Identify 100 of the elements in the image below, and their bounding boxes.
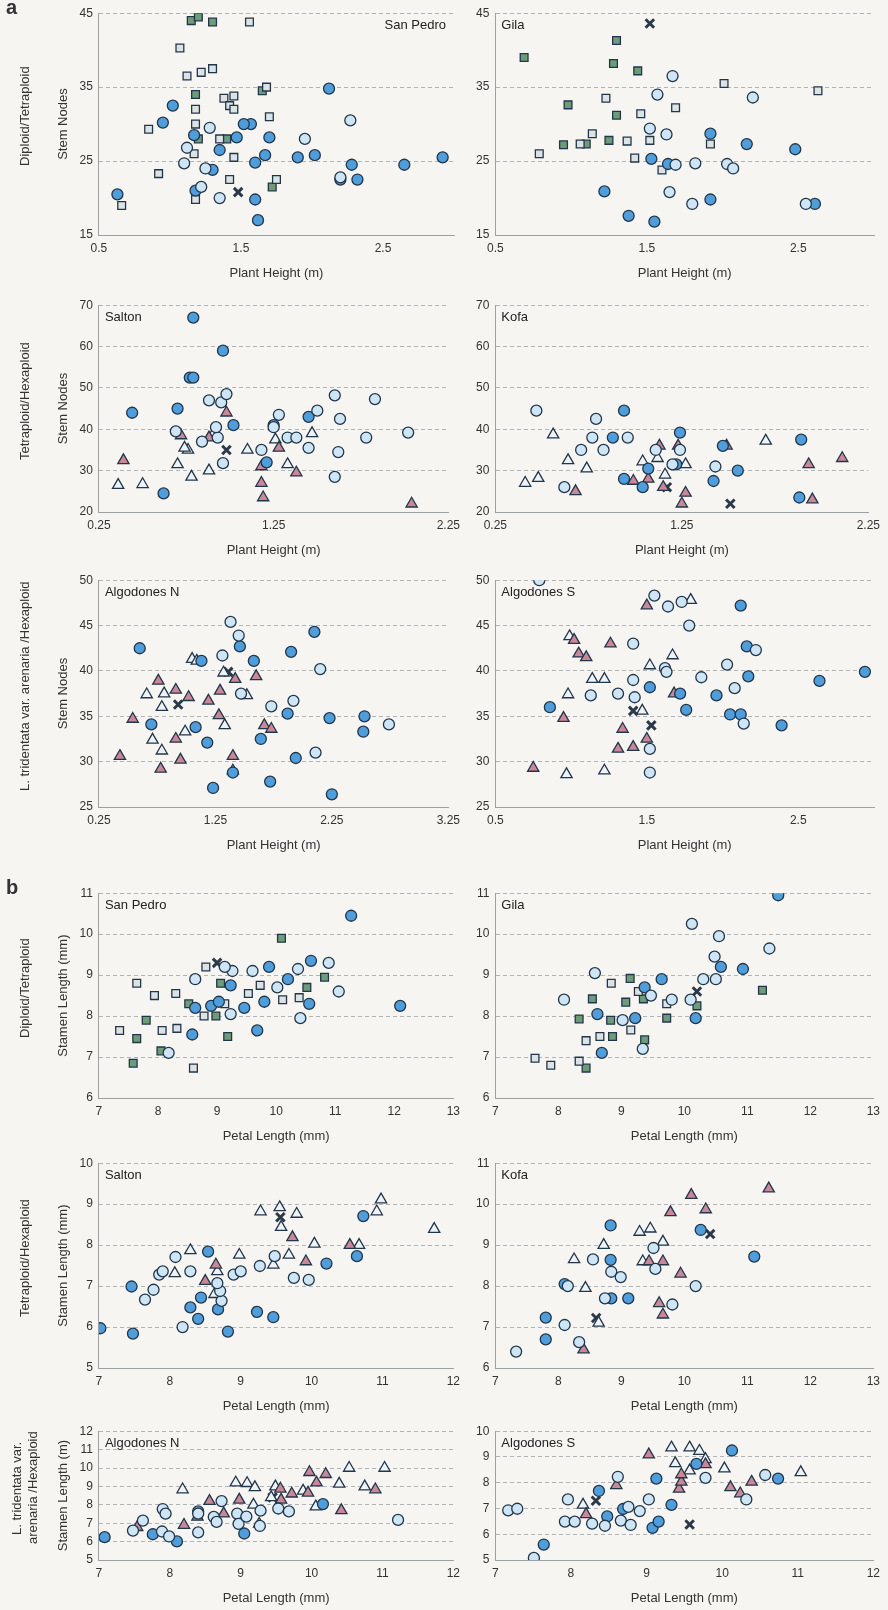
x-tick-label: 12 — [446, 1373, 461, 1388]
x-tick-label: 9 — [618, 1103, 625, 1118]
x-tick-label: 0.5 — [90, 240, 108, 255]
x-axis-title: Petal Length (mm) — [222, 1127, 330, 1143]
x-axis-title: Plant Height (m) — [637, 264, 732, 280]
chart-title: Algodones S — [501, 1435, 576, 1451]
x-tick-label: 11 — [741, 1373, 754, 1388]
x-axis-title: Petal Length (mm) — [630, 1127, 738, 1143]
x-axis-title: Plant Height (m) — [226, 836, 321, 852]
y-tick-label: 20 — [475, 504, 490, 519]
x-tick-label: 12 — [803, 1373, 818, 1388]
x-tick-label: 2.5 — [789, 240, 807, 255]
y-tick-label: 70 — [79, 297, 94, 312]
chart-title: Gila — [501, 897, 526, 913]
y-tick-label: 50 — [79, 572, 94, 587]
y-tick-label: 50 — [475, 572, 490, 587]
y-tick-label: 10 — [475, 1196, 490, 1211]
text: Diploid/Tetraploid — [17, 938, 32, 1038]
y-tick-label: 7 — [482, 1319, 490, 1334]
y-tick-label: 45 — [475, 617, 490, 632]
text: b — [6, 876, 19, 899]
chart-title: Algodones S — [501, 584, 576, 600]
y-tick-label: 11 — [476, 1155, 490, 1170]
y-tick-label: 35 — [475, 708, 490, 723]
chart-title: San Pedro — [384, 17, 446, 33]
y-tick-label: 50 — [475, 380, 490, 395]
y-tick-label: 50 — [79, 380, 94, 395]
y-axis-title: Stamen Length (mm) — [55, 1204, 71, 1327]
y-tick-label: 8 — [86, 1237, 94, 1252]
y-tick-label: 35 — [475, 79, 490, 94]
y-tick-label: 9 — [86, 1478, 94, 1493]
y-tick-label: 30 — [79, 753, 94, 768]
y-tick-label: 9 — [482, 967, 490, 982]
y-tick-label: 7 — [86, 1278, 94, 1293]
y-tick-label: 10 — [79, 1460, 94, 1475]
y-tick-label: 25 — [475, 799, 490, 814]
y-tick-label: 11 — [80, 1441, 94, 1456]
x-axis-title: Plant Height (m) — [229, 264, 324, 280]
y-axis-title: Stem Nodes — [55, 657, 71, 730]
y-tick-label: 25 — [79, 153, 94, 168]
y-tick-label: 10 — [475, 1423, 490, 1438]
x-tick-label: 11 — [376, 1373, 389, 1388]
y-tick-label: 7 — [86, 1049, 94, 1064]
y-tick-label: 10 — [79, 1155, 94, 1170]
y-tick-label: 40 — [475, 663, 490, 678]
y-tick-label: 70 — [475, 297, 490, 312]
y-tick-label: 20 — [79, 504, 94, 519]
x-tick-label: 3.25 — [436, 812, 461, 827]
x-tick-label: 12 — [446, 1565, 461, 1580]
y-tick-label: 35 — [79, 79, 94, 94]
chart-title: Salton — [104, 1167, 142, 1183]
y-tick-label: 45 — [79, 617, 94, 632]
x-tick-label: 8 — [154, 1103, 162, 1118]
x-tick-label: 8 — [166, 1373, 174, 1388]
y-tick-label: 9 — [482, 1449, 490, 1464]
x-tick-label: 10 — [677, 1373, 692, 1388]
y-tick-label: 6 — [482, 1090, 490, 1105]
text: L. tridentata var. arenaria /Hexaploid — [8, 1430, 41, 1547]
y-tick-label: 35 — [79, 708, 94, 723]
y-tick-label: 40 — [79, 663, 94, 678]
y-tick-label: 9 — [86, 1196, 94, 1211]
x-tick-label: 1.25 — [203, 812, 228, 827]
x-axis-title: Plant Height (m) — [637, 836, 732, 852]
x-tick-label: 12 — [866, 1565, 881, 1580]
y-tick-label: 8 — [482, 1475, 490, 1490]
y-tick-label: 9 — [86, 967, 94, 982]
y-axis-title: Stamen Length (m) — [55, 1439, 71, 1552]
x-tick-label: 9 — [618, 1373, 625, 1388]
x-axis-title: Plant Height (m) — [226, 541, 321, 557]
x-tick-label: 13 — [866, 1373, 881, 1388]
y-tick-label: 30 — [475, 753, 490, 768]
x-axis-title: Petal Length (mm) — [222, 1589, 330, 1605]
x-tick-label: 1.25 — [670, 517, 694, 532]
y-tick-label: 6 — [482, 1360, 490, 1375]
x-axis-title: Petal Length (mm) — [222, 1397, 330, 1413]
chart-title: Salton — [104, 309, 142, 325]
x-tick-label: 0.25 — [87, 517, 111, 532]
y-tick-label: 6 — [482, 1526, 490, 1541]
x-tick-label: 0.25 — [483, 517, 508, 532]
y-tick-label: 7 — [482, 1500, 490, 1515]
x-tick-label: 13 — [866, 1103, 881, 1118]
x-tick-label: 1.5 — [232, 240, 250, 255]
y-tick-label: 11 — [80, 885, 94, 900]
x-tick-label: 9 — [213, 1103, 221, 1118]
x-tick-label: 9 — [643, 1565, 651, 1580]
chart-title: Algodones N — [104, 584, 180, 600]
chart-title: Kofa — [501, 1167, 529, 1183]
x-tick-label: 11 — [791, 1565, 805, 1580]
y-tick-label: 6 — [86, 1533, 94, 1548]
y-tick-label: 45 — [79, 5, 94, 20]
y-tick-label: 15 — [79, 227, 94, 242]
x-tick-label: 2.25 — [436, 517, 461, 532]
x-tick-label: 2.25 — [320, 812, 344, 827]
y-axis-title: Stem Nodes — [55, 372, 71, 445]
y-axis-title: Stem Nodes — [55, 87, 71, 160]
x-tick-label: 2.5 — [374, 240, 392, 255]
x-tick-label: 8 — [567, 1565, 575, 1580]
x-tick-label: 9 — [237, 1373, 245, 1388]
x-tick-label: 12 — [387, 1103, 402, 1118]
x-tick-label: 10 — [715, 1565, 730, 1580]
